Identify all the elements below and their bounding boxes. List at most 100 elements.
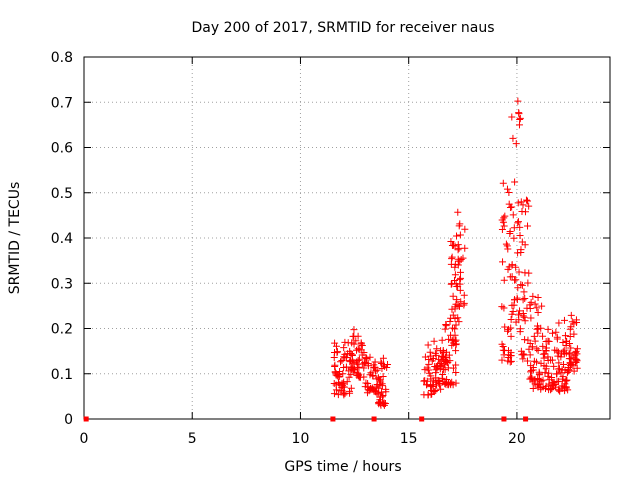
data-point <box>506 358 514 366</box>
data-point <box>508 310 516 318</box>
data-point <box>347 363 355 371</box>
data-point <box>500 276 508 284</box>
data-point <box>378 393 386 401</box>
data-point <box>451 315 459 323</box>
data-point <box>517 347 525 355</box>
data-point <box>510 234 518 242</box>
data-point <box>425 356 433 364</box>
x-tick-label: 5 <box>188 431 197 447</box>
data-point <box>516 325 524 333</box>
data-point <box>447 280 455 288</box>
x-tick-label: 15 <box>400 431 418 447</box>
data-point <box>498 226 506 234</box>
data-point <box>561 332 569 340</box>
data-point <box>331 339 339 347</box>
data-point <box>565 340 573 348</box>
y-axis-label: SRMTID / TECUs <box>7 182 23 295</box>
data-point <box>440 349 448 357</box>
data-point <box>377 359 385 367</box>
data-point <box>330 353 338 361</box>
data-point <box>428 357 436 365</box>
data-point <box>456 220 464 228</box>
data-point <box>341 390 349 398</box>
data-point <box>566 333 574 341</box>
data-point <box>447 237 455 245</box>
zero-marker <box>501 416 507 422</box>
y-tick-label: 0.5 <box>51 186 73 202</box>
data-point <box>514 284 522 292</box>
data-point <box>511 178 519 186</box>
data-point <box>499 258 507 266</box>
data-point <box>460 299 468 307</box>
data-point <box>370 386 378 394</box>
data-point <box>553 370 561 378</box>
data-point <box>529 385 537 393</box>
y-tick-label: 0.3 <box>51 276 73 292</box>
data-point <box>334 391 342 399</box>
data-point <box>521 317 529 325</box>
data-point <box>525 269 533 277</box>
data-point <box>451 325 459 333</box>
data-point <box>433 345 441 353</box>
data-point <box>377 378 385 386</box>
data-point <box>341 354 349 362</box>
data-point <box>564 367 572 375</box>
data-point <box>340 383 348 391</box>
data-point <box>500 304 508 312</box>
data-point <box>452 379 460 387</box>
data-point <box>565 355 573 363</box>
data-point <box>515 316 523 324</box>
data-point <box>357 339 365 347</box>
data-point <box>343 378 351 386</box>
data-point <box>538 302 546 310</box>
data-point <box>447 331 455 339</box>
data-point <box>353 346 361 354</box>
data-point <box>544 353 552 361</box>
data-point <box>423 377 431 385</box>
data-point <box>529 363 537 371</box>
data-point <box>437 385 445 393</box>
data-point <box>439 378 447 386</box>
data-point <box>438 352 446 360</box>
data-point <box>544 325 552 333</box>
data-point <box>565 365 573 373</box>
data-point <box>527 368 535 376</box>
data-point <box>567 311 575 319</box>
data-point <box>452 347 460 355</box>
data-point <box>375 384 383 392</box>
data-point <box>562 377 570 385</box>
data-point <box>455 222 463 230</box>
data-point <box>451 260 459 268</box>
x-axis-label: GPS time / hours <box>284 459 401 475</box>
data-point <box>360 348 368 356</box>
data-point <box>554 352 562 360</box>
data-point <box>545 380 553 388</box>
data-point <box>498 216 506 224</box>
data-point <box>460 291 468 299</box>
data-point <box>514 97 522 105</box>
data-point <box>377 388 385 396</box>
data-point <box>517 198 525 206</box>
data-point <box>350 326 358 334</box>
data-point <box>442 357 450 365</box>
data-point <box>528 374 536 382</box>
data-point <box>512 140 520 148</box>
data-point <box>514 199 522 207</box>
data-point <box>521 295 529 303</box>
data-point <box>525 202 533 210</box>
data-point <box>521 241 529 249</box>
data-point <box>452 321 460 329</box>
data-point <box>362 354 370 362</box>
data-point <box>526 339 534 347</box>
data-point <box>526 351 534 359</box>
data-point <box>524 279 532 287</box>
data-point <box>561 387 569 395</box>
data-point <box>444 364 452 372</box>
data-point <box>554 365 562 373</box>
data-point <box>517 249 525 257</box>
data-point <box>444 379 452 387</box>
data-point <box>519 309 527 317</box>
data-point <box>361 383 369 391</box>
data-point <box>449 292 457 300</box>
